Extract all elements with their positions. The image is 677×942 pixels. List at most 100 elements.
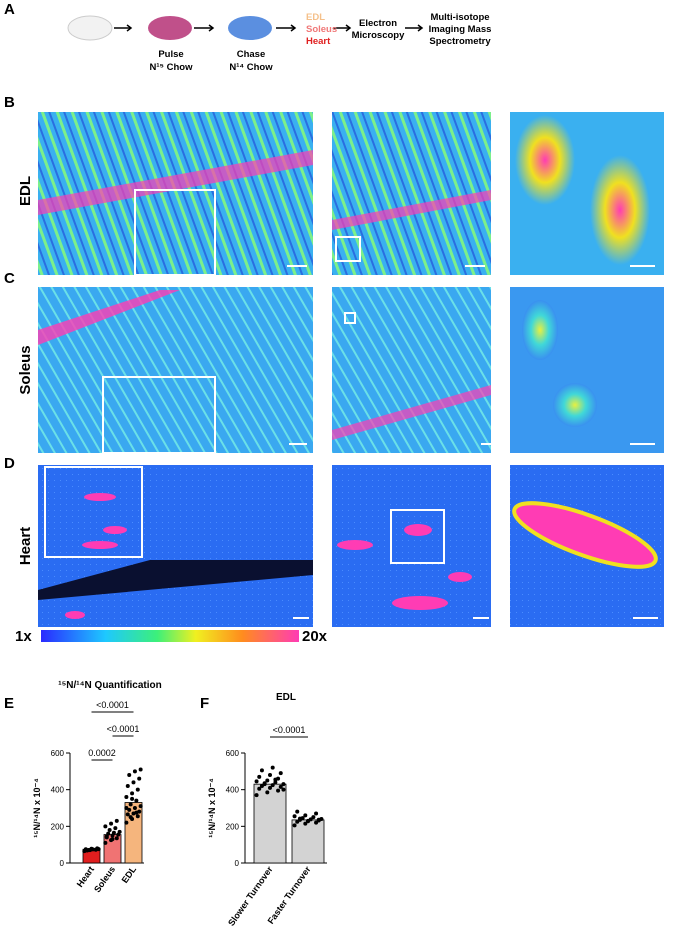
- data-point: [278, 771, 283, 776]
- data-point: [109, 821, 114, 826]
- data-point: [257, 786, 262, 791]
- data-point: [125, 812, 130, 817]
- bar: [253, 783, 287, 864]
- y-tick-label: 0: [235, 859, 240, 868]
- panel-label: D: [4, 455, 15, 472]
- label: Multi-isotope: [430, 12, 489, 23]
- data-point: [128, 802, 133, 807]
- x-tick-label: Soleus: [92, 864, 117, 894]
- label: N¹⁵ Chow: [150, 62, 194, 73]
- data-point: [254, 779, 259, 784]
- data-point: [134, 798, 139, 803]
- row-label: Soleus: [17, 345, 34, 394]
- data-point: [124, 820, 129, 825]
- data-point: [138, 804, 143, 809]
- data-point: [268, 773, 272, 777]
- p-value: <0.0001: [107, 724, 140, 734]
- data-point: [130, 796, 135, 801]
- data-point: [268, 785, 272, 790]
- data-point: [259, 768, 264, 773]
- micrographs: [38, 112, 664, 627]
- data-point: [281, 782, 286, 787]
- data-point: [311, 815, 316, 820]
- chart-title: ¹⁵N/¹⁴N Quantification: [58, 680, 162, 691]
- tissue: Soleus: [306, 24, 337, 35]
- data-point: [135, 814, 140, 819]
- data-point: [137, 776, 142, 781]
- label: Microscopy: [352, 30, 406, 41]
- label: Chase: [237, 49, 266, 60]
- y-axis-label: ¹⁵N/¹⁴N x 10⁻⁴: [207, 778, 217, 837]
- data-point: [270, 783, 275, 788]
- panel-label: E: [4, 695, 14, 712]
- bar: [291, 819, 325, 864]
- data-point: [132, 806, 137, 810]
- y-tick-label: 600: [226, 749, 240, 758]
- data-point: [111, 830, 116, 835]
- y-tick-label: 400: [226, 786, 240, 795]
- data-point: [125, 784, 130, 788]
- data-point: [278, 784, 283, 789]
- row-label: Heart: [17, 527, 34, 565]
- data-point: [110, 837, 115, 842]
- data-point: [130, 791, 135, 796]
- x-tick-label: Heart: [75, 864, 96, 889]
- data-point: [138, 767, 143, 772]
- data-point: [135, 787, 140, 792]
- p-value: 0.0002: [88, 748, 116, 758]
- data-point: [314, 820, 319, 825]
- data-point: [103, 840, 108, 845]
- data-point: [131, 780, 136, 785]
- data-point: [103, 824, 108, 829]
- data-point: [107, 828, 112, 832]
- y-tick-label: 0: [60, 859, 65, 868]
- tissue: EDL: [306, 12, 325, 23]
- label: Imaging Mass: [429, 24, 492, 35]
- label: Electron: [359, 18, 397, 29]
- panel-label: B: [4, 94, 15, 111]
- data-point: [90, 847, 95, 852]
- data-point: [303, 821, 308, 826]
- colorbar-label: 20x: [302, 628, 328, 645]
- panel-a: Pulse N¹⁵ Chow Chase N¹⁴ Chow EDL Soleus…: [67, 12, 492, 73]
- panel-label: A: [4, 1, 15, 18]
- x-tick-label: Faster Turnover: [266, 864, 313, 926]
- data-point: [96, 847, 101, 852]
- y-axis-label: ¹⁵N/¹⁴N x 10⁻⁴: [32, 778, 42, 837]
- data-point: [270, 765, 275, 770]
- p-value: <0.0001: [273, 725, 306, 735]
- data-point: [265, 790, 270, 795]
- data-point: [117, 829, 122, 834]
- y-tick-label: 200: [51, 822, 65, 831]
- data-point: [86, 847, 91, 852]
- data-point: [127, 773, 132, 777]
- data-point: [273, 780, 278, 785]
- data-point: [104, 834, 109, 839]
- label: N¹⁴ Chow: [229, 62, 273, 73]
- y-tick-label: 400: [51, 786, 65, 795]
- y-tick-label: 600: [51, 749, 65, 758]
- p-value: <0.0001: [96, 700, 129, 710]
- data-point: [292, 814, 297, 819]
- data-point: [114, 818, 119, 823]
- data-point: [273, 777, 278, 782]
- data-point: [132, 769, 137, 774]
- data-point: [254, 793, 259, 798]
- chart-title: EDL: [276, 692, 296, 703]
- data-point: [276, 788, 281, 793]
- data-point: [257, 774, 262, 779]
- label: Spectrometry: [429, 36, 491, 47]
- label: Pulse: [158, 49, 183, 60]
- data-point: [262, 782, 267, 787]
- data-point: [127, 807, 132, 812]
- data-point: [281, 787, 286, 792]
- y-tick-label: 200: [226, 822, 240, 831]
- row-label: EDL: [17, 176, 34, 206]
- data-point: [265, 778, 270, 783]
- x-tick-label: EDL: [120, 864, 139, 885]
- data-point: [303, 813, 308, 818]
- panel-label: C: [4, 270, 15, 287]
- data-point: [306, 819, 310, 824]
- data-point: [124, 795, 129, 799]
